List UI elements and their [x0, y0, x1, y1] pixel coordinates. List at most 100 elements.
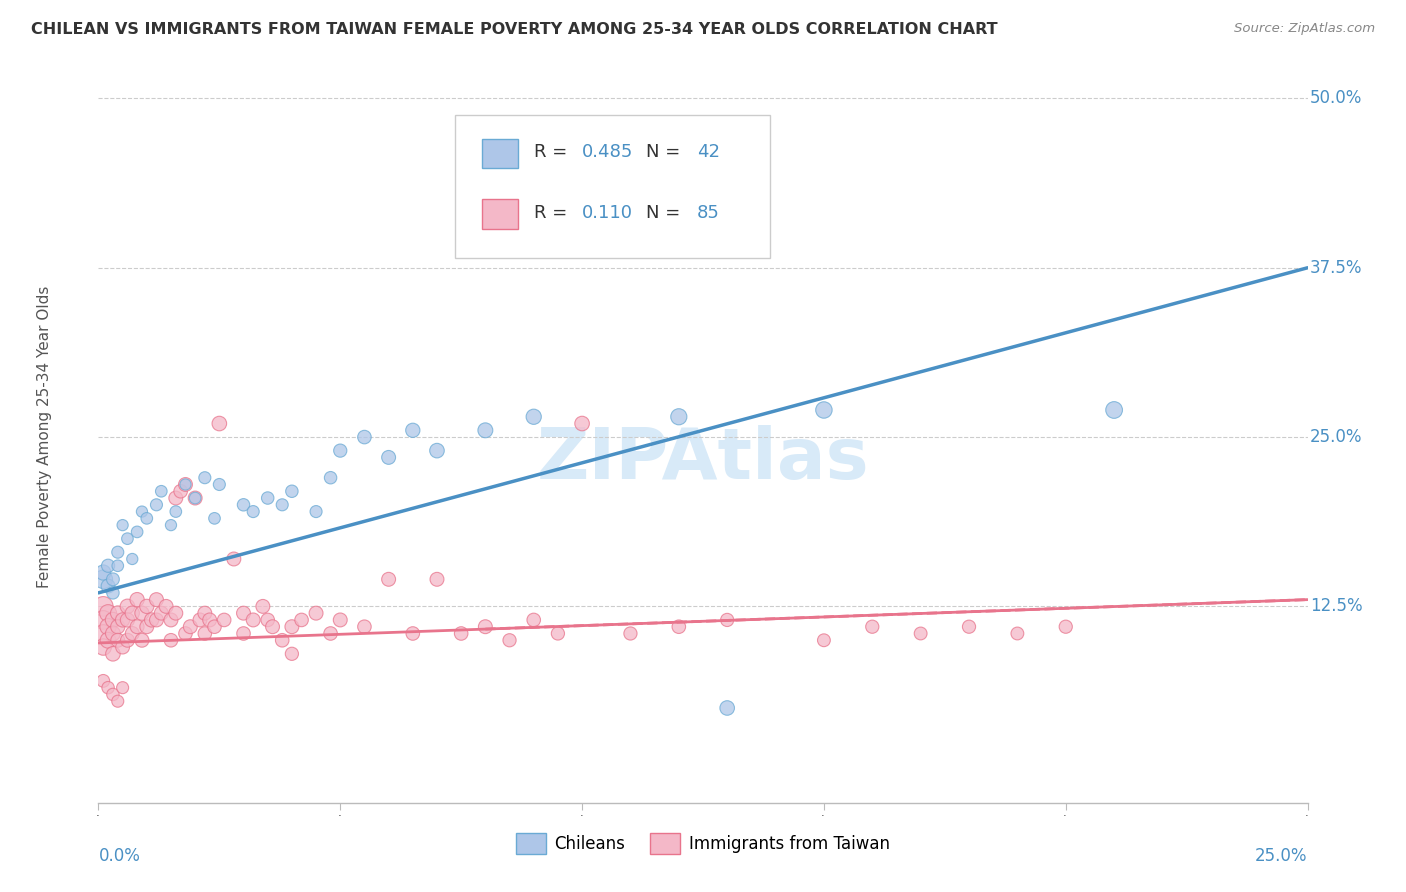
- Point: [377, 572, 399, 586]
- Point: [271, 498, 294, 512]
- Point: [281, 647, 304, 661]
- Point: [131, 505, 153, 519]
- Text: 85: 85: [697, 203, 720, 221]
- Point: [353, 620, 375, 634]
- Point: [174, 626, 197, 640]
- Point: [402, 626, 425, 640]
- Point: [131, 633, 153, 648]
- Point: [169, 484, 191, 499]
- Point: [160, 518, 183, 533]
- Point: [194, 606, 217, 620]
- Point: [127, 524, 149, 539]
- Point: [101, 688, 124, 702]
- Point: [668, 409, 690, 424]
- Point: [150, 484, 173, 499]
- Point: [571, 417, 593, 431]
- Point: [91, 640, 114, 654]
- Point: [474, 620, 496, 634]
- Point: [111, 681, 134, 695]
- Point: [222, 552, 245, 566]
- Point: [91, 599, 114, 614]
- Point: [107, 694, 129, 708]
- Point: [131, 606, 153, 620]
- Point: [117, 599, 139, 614]
- Point: [256, 491, 278, 505]
- Text: N =: N =: [647, 143, 681, 161]
- Point: [242, 613, 264, 627]
- Text: 25.0%: 25.0%: [1310, 428, 1362, 446]
- Point: [160, 633, 183, 648]
- Point: [101, 572, 124, 586]
- Point: [252, 599, 274, 614]
- Point: [97, 579, 120, 593]
- Point: [402, 423, 425, 437]
- Text: Source: ZipAtlas.com: Source: ZipAtlas.com: [1234, 22, 1375, 36]
- Point: [127, 620, 149, 634]
- Point: [329, 613, 352, 627]
- Point: [523, 409, 546, 424]
- Text: ZIPAtlas: ZIPAtlas: [537, 425, 869, 493]
- Point: [107, 545, 129, 559]
- Point: [281, 484, 304, 499]
- Point: [145, 498, 167, 512]
- Point: [377, 450, 399, 465]
- Text: CHILEAN VS IMMIGRANTS FROM TAIWAN FEMALE POVERTY AMONG 25-34 YEAR OLDS CORRELATI: CHILEAN VS IMMIGRANTS FROM TAIWAN FEMALE…: [31, 22, 998, 37]
- Point: [111, 518, 134, 533]
- Point: [121, 552, 143, 566]
- FancyBboxPatch shape: [456, 115, 769, 258]
- Point: [619, 626, 641, 640]
- Point: [1007, 626, 1029, 640]
- Point: [121, 606, 143, 620]
- Point: [97, 558, 120, 573]
- Point: [498, 633, 520, 648]
- Point: [957, 620, 980, 634]
- Point: [426, 572, 449, 586]
- Bar: [482, 200, 517, 228]
- Point: [107, 633, 129, 648]
- Point: [141, 613, 163, 627]
- Bar: [482, 138, 517, 168]
- Point: [91, 566, 114, 580]
- Point: [145, 592, 167, 607]
- Point: [111, 640, 134, 654]
- Point: [135, 511, 157, 525]
- Point: [101, 613, 124, 627]
- Point: [179, 620, 201, 634]
- Point: [174, 477, 197, 491]
- Point: [1054, 620, 1077, 634]
- Point: [97, 606, 120, 620]
- Point: [204, 620, 226, 634]
- Point: [329, 443, 352, 458]
- Point: [97, 633, 120, 648]
- Point: [135, 620, 157, 634]
- Text: R =: R =: [534, 143, 567, 161]
- Point: [135, 599, 157, 614]
- Point: [813, 633, 835, 648]
- Point: [111, 613, 134, 627]
- Point: [208, 417, 231, 431]
- Point: [668, 620, 690, 634]
- Point: [523, 613, 546, 627]
- Point: [232, 498, 254, 512]
- Point: [165, 606, 187, 620]
- Point: [117, 633, 139, 648]
- Text: 0.110: 0.110: [582, 203, 633, 221]
- Point: [117, 613, 139, 627]
- Point: [571, 172, 593, 186]
- Point: [97, 681, 120, 695]
- Point: [232, 606, 254, 620]
- Point: [91, 673, 114, 688]
- Point: [194, 471, 217, 485]
- Point: [117, 532, 139, 546]
- Point: [450, 626, 472, 640]
- Point: [716, 613, 738, 627]
- Point: [198, 613, 221, 627]
- Point: [262, 620, 284, 634]
- Text: Female Poverty Among 25-34 Year Olds: Female Poverty Among 25-34 Year Olds: [37, 286, 52, 588]
- Legend: Chileans, Immigrants from Taiwan: Chileans, Immigrants from Taiwan: [509, 827, 897, 860]
- Point: [107, 558, 129, 573]
- Point: [813, 403, 835, 417]
- Text: N =: N =: [647, 203, 681, 221]
- Point: [188, 613, 211, 627]
- Point: [121, 626, 143, 640]
